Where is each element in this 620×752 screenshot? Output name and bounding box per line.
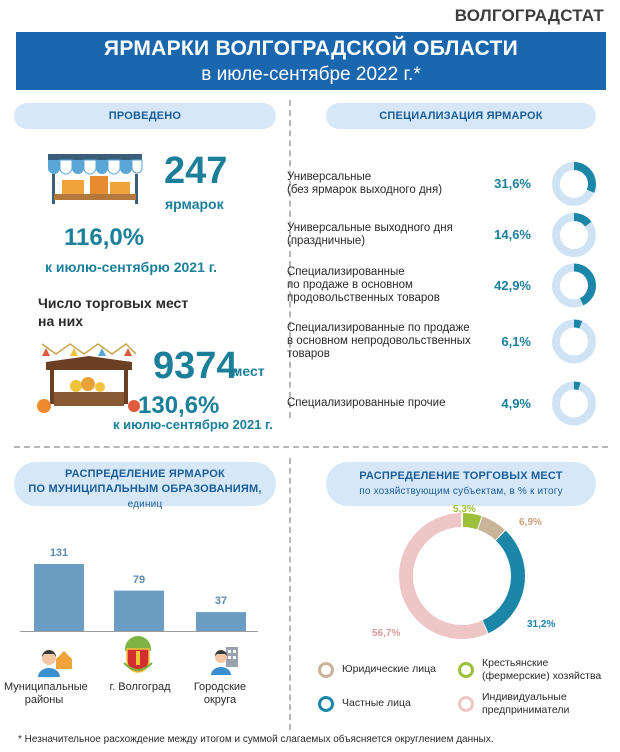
divider-vertical-top [289,100,291,418]
specialization-donut-fill [552,213,596,257]
bar-value-label: 131 [49,547,69,559]
legend-swatch [318,661,334,678]
specialization-value: 42,9% [494,277,531,293]
donut-value-label: 56,7% [372,628,401,639]
places-distribution-header-1: РАСПРЕДЕЛЕНИЕ ТОРГОВЫХ МЕСТ [359,470,563,482]
bar-value-label: 37 [214,595,228,608]
donut-slice [481,530,525,634]
page-title: ЯРМАРКИ ВОЛГОГРАДСКОЙ ОБЛАСТИ [103,37,519,60]
legend-swatch [318,695,334,712]
places-distribution-header: РАСПРЕДЕЛЕНИЕ ТОРГОВЫХ МЕСТ по хозяйству… [326,462,596,506]
fairs-distribution-header-1: РАСПРЕДЕЛЕНИЕ ЯРМАРОК [65,468,225,480]
specialization-name: Специализированные по продаже в основном … [287,322,471,360]
specialization-name: Универсальные (без ярмарок выходного дня) [287,171,443,196]
divider-horizontal [14,446,608,448]
bar-category-label: г. Волгоград [109,681,171,693]
specialization-name: Универсальные выходного дня (праздничные) [287,222,453,247]
legend-label: Частные лица [342,697,411,709]
legend-swatch [458,696,474,712]
donut-value-label: 5,3% [453,504,476,515]
specialization-header: СПЕЦИАЛИЗАЦИЯ ЯРМАРОК [326,103,596,129]
city-person-icon [211,647,238,675]
legend-swatch [458,662,474,678]
donut-slice [399,513,488,639]
volgograd-coat-of-arms-icon [123,636,153,673]
bar [34,564,84,631]
title-banner: ЯРМАРКИ ВОЛГОГРАДСКОЙ ОБЛАСТИ в июле-сен… [16,32,606,90]
places-word: мест [232,363,265,379]
specialization-donut-fill [552,162,596,206]
specialization-donut-fill [552,263,596,308]
places-title-2: на них [38,313,83,329]
fairs-percent-note: к июлю-сентябрю 2021 г. [45,259,218,275]
brand-title: ВОЛГОГРАДСТАТ [454,6,604,25]
fairs-distribution-header-3: единиц [127,499,163,510]
specialization-value: 14,6% [494,227,531,242]
legend-label: Индивидуальные предприниматели [482,691,570,716]
bar-category-label: Городские округа [193,681,247,706]
places-percent: 130,6% [138,392,220,419]
donut-value-label: 6,9% [519,517,542,528]
places-distribution-header-2: по хозяйствующим субъектам, в % к итогу [359,486,563,497]
donut-slice [477,516,506,541]
market-stall-icon [48,154,143,204]
specialization-donut-fill [552,381,596,426]
legend-label: Крестьянские (фермерские) хозяйства [482,657,602,682]
donut-value-label: 31,2% [527,619,556,630]
bar-category-label: Муниципальные районы [4,681,88,706]
places-count: 9374 [153,345,238,387]
held-header: ПРОВЕДЕНО [14,103,276,129]
bar [114,590,164,631]
fairs-distribution-header-2: ПО МУНИЦИПАЛЬНЫМ ОБРАЗОВАНИЯМ, [28,483,262,495]
footnote: * Незначительное расхождение между итого… [18,734,494,745]
district-person-icon [38,650,72,677]
page-subtitle: в июле-сентябре 2022 г.* [201,64,421,85]
specialization-name: Специализированные прочие [287,397,446,409]
bar-value-label: 79 [132,573,146,586]
fairs-percent: 116,0% [64,224,145,251]
donut-slice [461,513,483,530]
specialization-donut-fill [552,319,596,364]
specialization-donuts [552,162,596,426]
fairs-word: ярмарок [165,196,224,212]
specialization-value: 4,9% [501,395,531,411]
specialization-value: 6,1% [501,333,531,349]
legend-label: Юридические лица [342,663,436,675]
fairs-count: 247 [164,150,228,192]
places-percent-note: к июлю-сентябрю 2021 г. [113,417,273,432]
vendor-stall-icon [37,343,140,413]
bar [196,612,246,631]
fairs-distribution-header: РАСПРЕДЕЛЕНИЕ ЯРМАРОК ПО МУНИЦИПАЛЬНЫМ О… [14,462,276,510]
specialization-name: Специализированные по продаже в основном п… [287,266,440,304]
places-title-1: Число торговых мест [38,295,189,311]
divider-vertical-bottom [289,458,291,730]
specialization-value: 31,6% [494,176,531,191]
